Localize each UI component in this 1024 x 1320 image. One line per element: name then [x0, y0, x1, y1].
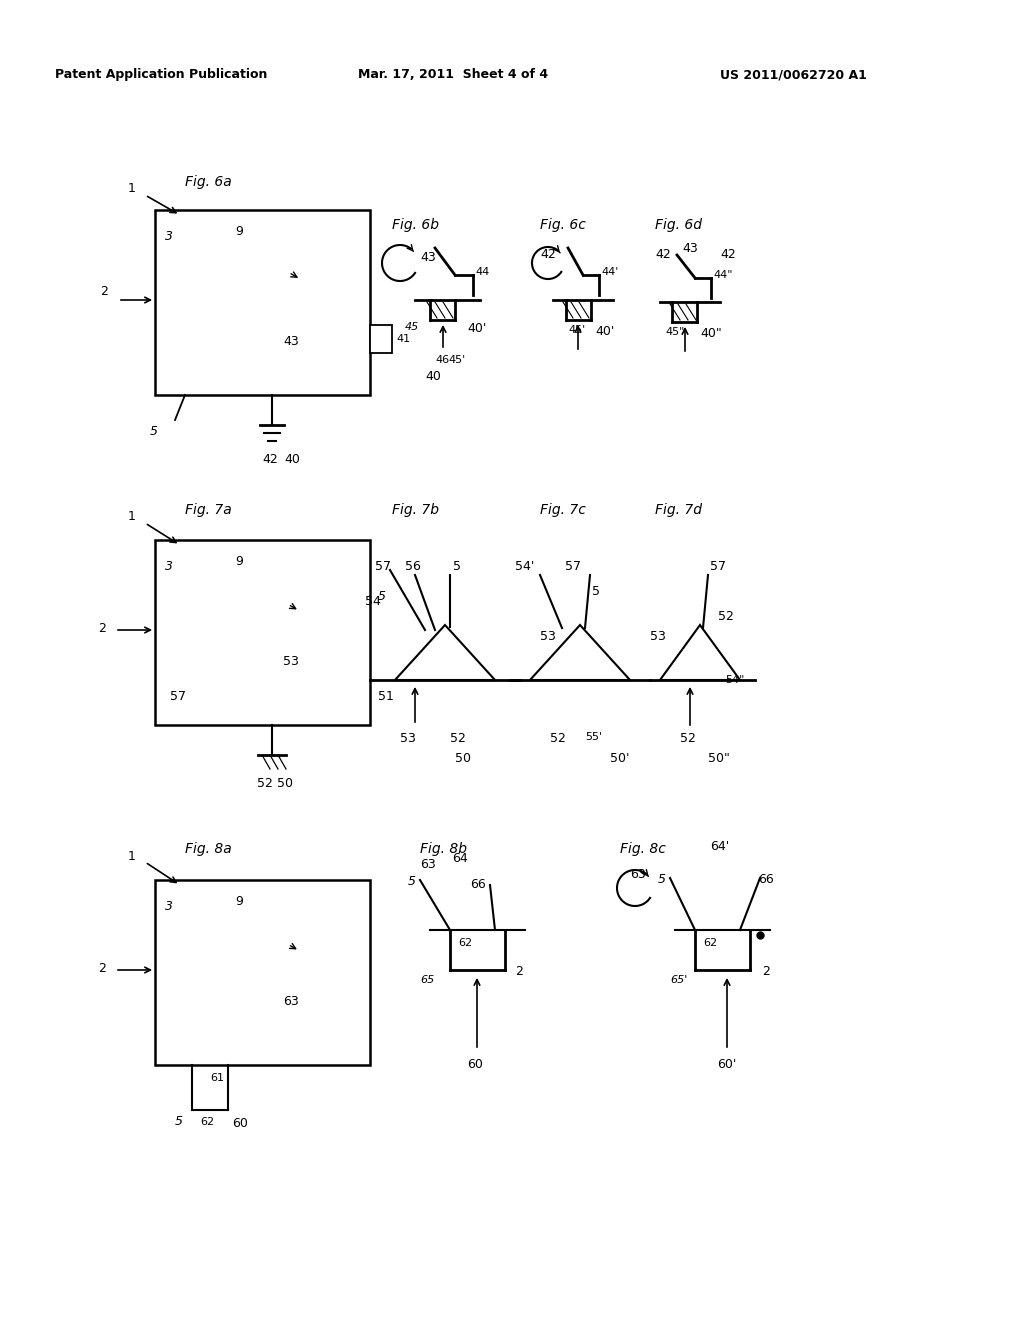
Text: 57: 57	[170, 690, 186, 704]
Text: 63: 63	[420, 858, 436, 871]
Text: 3: 3	[165, 560, 173, 573]
Text: 5: 5	[592, 585, 600, 598]
Text: 45': 45'	[449, 355, 465, 366]
Bar	[155, 210, 370, 395]
Text: Fig. 7d: Fig. 7d	[655, 503, 702, 517]
Bar	[155, 880, 370, 1065]
Text: 9: 9	[234, 895, 243, 908]
Text: 57: 57	[710, 560, 726, 573]
Text: 52: 52	[257, 777, 272, 789]
Text: Patent Application Publication: Patent Application Publication	[55, 69, 267, 81]
Text: Fig. 6a: Fig. 6a	[185, 176, 231, 189]
Text: 62: 62	[703, 939, 717, 948]
Text: 44: 44	[475, 267, 489, 277]
Text: 43: 43	[682, 242, 697, 255]
Text: 64': 64'	[710, 840, 729, 853]
Text: Fig. 7a: Fig. 7a	[185, 503, 231, 517]
Text: 3: 3	[165, 900, 173, 913]
Text: 5: 5	[150, 425, 158, 438]
Text: 52: 52	[450, 733, 466, 744]
Text: Mar. 17, 2011  Sheet 4 of 4: Mar. 17, 2011 Sheet 4 of 4	[358, 69, 548, 81]
Text: 50": 50"	[708, 752, 730, 766]
Text: 1: 1	[128, 850, 136, 863]
Text: 62: 62	[458, 939, 472, 948]
Text: 2: 2	[98, 962, 105, 975]
Text: 60: 60	[467, 1059, 483, 1071]
Text: 43: 43	[283, 335, 299, 348]
Text: US 2011/0062720 A1: US 2011/0062720 A1	[720, 69, 867, 81]
Text: 1: 1	[128, 182, 136, 195]
Text: 42: 42	[262, 453, 278, 466]
Text: 50: 50	[455, 752, 471, 766]
Text: 50: 50	[278, 777, 293, 789]
Text: 42: 42	[720, 248, 736, 261]
Text: 53: 53	[283, 655, 299, 668]
Text: Fig. 8b: Fig. 8b	[420, 842, 467, 855]
Text: 42: 42	[540, 248, 556, 261]
Text: 57: 57	[375, 560, 391, 573]
Text: 64: 64	[452, 851, 468, 865]
Text: 9: 9	[234, 554, 243, 568]
Text: 56: 56	[406, 560, 421, 573]
Text: 53: 53	[650, 630, 666, 643]
Bar	[155, 540, 370, 725]
Text: 65: 65	[420, 975, 434, 985]
Text: 44': 44'	[601, 267, 618, 277]
Text: Fig. 7b: Fig. 7b	[392, 503, 439, 517]
Text: 65': 65'	[670, 975, 687, 985]
Text: 63: 63	[630, 869, 646, 880]
Text: 45": 45"	[665, 327, 684, 337]
Text: 40: 40	[284, 453, 300, 466]
Text: 2: 2	[98, 622, 105, 635]
Text: Fig. 6c: Fig. 6c	[540, 218, 586, 232]
Text: 54': 54'	[515, 560, 535, 573]
Text: 45': 45'	[568, 325, 586, 335]
Text: 60: 60	[232, 1117, 248, 1130]
Text: 40": 40"	[700, 327, 722, 341]
Text: 40': 40'	[467, 322, 486, 335]
Text: 66: 66	[470, 878, 485, 891]
Text: 42: 42	[655, 248, 671, 261]
Text: 51: 51	[378, 690, 394, 704]
Text: 50': 50'	[610, 752, 630, 766]
Bar	[370, 325, 392, 352]
Text: 43: 43	[420, 251, 436, 264]
Text: 2: 2	[515, 965, 523, 978]
Text: 9: 9	[234, 224, 243, 238]
Text: 53: 53	[400, 733, 416, 744]
Text: 45: 45	[406, 322, 419, 333]
Text: 57: 57	[565, 560, 581, 573]
Text: 52: 52	[718, 610, 734, 623]
Text: 62: 62	[200, 1117, 214, 1127]
Text: 63: 63	[283, 995, 299, 1008]
Text: 46: 46	[435, 355, 450, 366]
Text: 2: 2	[762, 965, 770, 978]
Text: 61: 61	[210, 1073, 224, 1082]
Text: 5: 5	[378, 590, 386, 603]
Text: 5: 5	[408, 875, 416, 888]
Text: 53: 53	[540, 630, 556, 643]
Text: Fig. 6d: Fig. 6d	[655, 218, 702, 232]
Text: 41: 41	[396, 334, 411, 345]
Text: Fig. 8a: Fig. 8a	[185, 842, 231, 855]
Text: 3: 3	[165, 230, 173, 243]
Text: 60': 60'	[717, 1059, 736, 1071]
Text: 5: 5	[658, 873, 666, 886]
Text: 52: 52	[550, 733, 566, 744]
Text: 54: 54	[365, 595, 381, 609]
Text: 66: 66	[758, 873, 774, 886]
Text: 1: 1	[128, 510, 136, 523]
Text: Fig. 8c: Fig. 8c	[620, 842, 666, 855]
Text: 52: 52	[680, 733, 696, 744]
Text: Fig. 6b: Fig. 6b	[392, 218, 439, 232]
Text: 55': 55'	[585, 733, 602, 742]
Text: 40: 40	[425, 370, 441, 383]
Text: Fig. 7c: Fig. 7c	[540, 503, 586, 517]
Text: 2: 2	[100, 285, 108, 298]
Text: 5: 5	[453, 560, 461, 573]
Text: 40': 40'	[595, 325, 614, 338]
Text: 54": 54"	[725, 675, 744, 685]
Text: 44": 44"	[713, 271, 732, 280]
Text: 5: 5	[175, 1115, 183, 1129]
